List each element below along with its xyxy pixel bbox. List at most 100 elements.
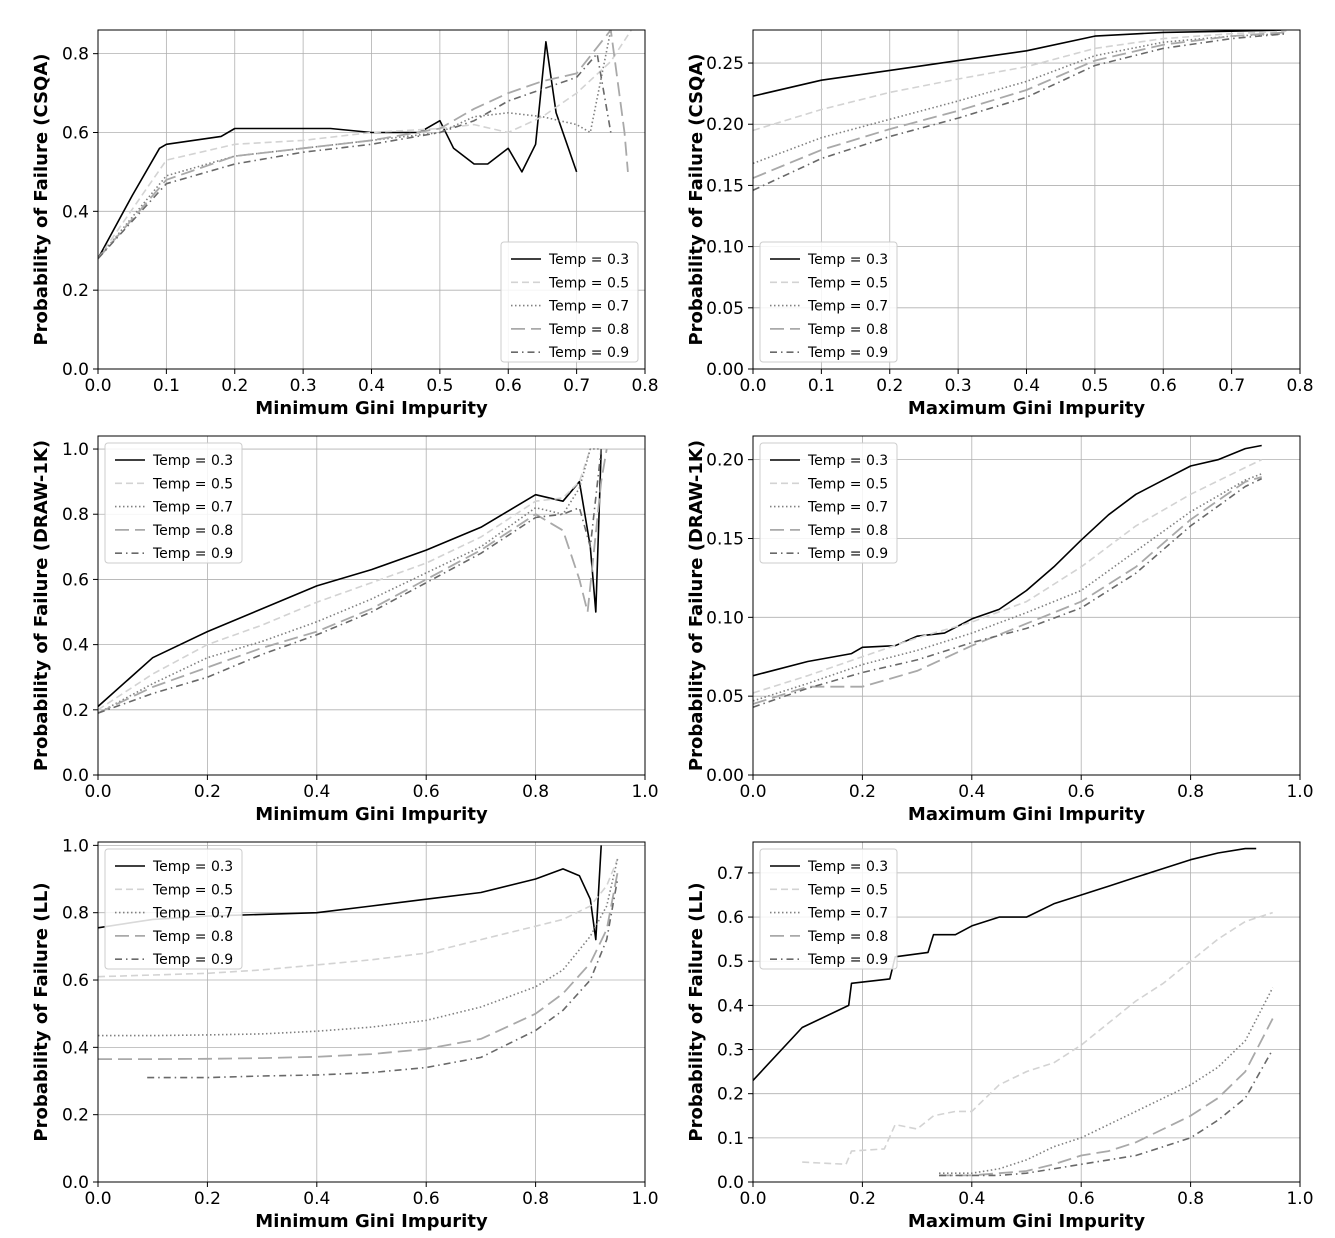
x-axis-label: Minimum Gini Impurity — [255, 1211, 488, 1232]
x-tick-label: 0.8 — [1286, 376, 1313, 396]
legend-entry-label: Temp = 0.5 — [807, 882, 888, 898]
series-line-temp-0.9 — [753, 477, 1263, 708]
y-tick-label: 0.2 — [62, 281, 89, 301]
y-tick-label: 1.0 — [62, 836, 89, 856]
x-tick-label: 0.6 — [1068, 782, 1095, 802]
chart-panel-6: 0.0 0.2 0.4 0.6 0.8 1.0 0.0 0.1 0.2 0.3 0.4 0.5 0.6 0… — [686, 841, 1314, 1232]
series-line-temp-0.7 — [98, 858, 619, 1037]
series-line-temp-0.5 — [753, 30, 1287, 132]
legend-entry-label: Temp = 0.7 — [807, 500, 888, 516]
series-line-temp-0.5 — [98, 858, 619, 978]
y-tick-label: 0.10 — [706, 608, 744, 628]
x-tick-label: 0.2 — [876, 376, 903, 396]
x-tick-label: 0.4 — [958, 1189, 985, 1209]
y-tick-label: 0.6 — [62, 123, 89, 143]
y-tick-label: 0.5 — [717, 952, 744, 972]
y-tick-label: 0.00 — [706, 360, 744, 380]
x-tick-label: 0.8 — [522, 1189, 549, 1209]
y-tick-label: 1.0 — [62, 440, 89, 460]
y-axis-label: Probability of Failure (CSQA) — [31, 53, 52, 345]
y-tick-label: 0.4 — [62, 202, 89, 222]
legend-entry-label: Temp = 0.3 — [807, 252, 888, 268]
legend-entry-label: Temp = 0.5 — [152, 476, 233, 492]
legend-entry-label: Temp = 0.9 — [152, 952, 233, 968]
chart-panel-5: 0.0 0.2 0.4 0.6 0.8 1.0 0.0 0.2 0.4 0.6 0.8 1.0 Mini… — [31, 836, 659, 1232]
series-line-temp-0.3 — [98, 448, 602, 708]
x-tick-label: 1.0 — [631, 782, 658, 802]
series-line-temp-0.8 — [753, 476, 1262, 705]
series-line-temp-0.9 — [753, 32, 1287, 192]
legend-entry-label: Temp = 0.3 — [807, 859, 888, 875]
y-tick-label: 0.1 — [717, 1129, 744, 1149]
legend-entry-label: Temp = 0.9 — [807, 952, 888, 968]
x-tick-label: 0.0 — [739, 376, 766, 396]
x-tick-label: 0.2 — [194, 782, 221, 802]
series-line-temp-0.8 — [753, 31, 1287, 179]
legend-entry-label: Temp = 0.8 — [152, 523, 233, 539]
x-tick-label: 0.4 — [358, 376, 385, 396]
y-tick-label: 0.2 — [62, 701, 89, 721]
y-axis-label: Probability of Failure (CSQA) — [686, 53, 707, 345]
x-tick-label: 0.0 — [84, 782, 111, 802]
series-line-temp-0.3 — [753, 847, 1257, 1081]
y-tick-label: 0.15 — [706, 176, 744, 196]
x-tick-label: 0.4 — [958, 782, 985, 802]
y-tick-label: 0.4 — [62, 1038, 89, 1058]
x-tick-label: 0.4 — [303, 1189, 330, 1209]
y-axis-label: Probability of Failure (DRAW-1K) — [31, 440, 52, 771]
x-tick-label: 0.7 — [563, 376, 590, 396]
plot-frame — [97, 841, 646, 1183]
legend: Temp = 0.3 Temp = 0.5 Temp = 0.7 Temp = 0.8… — [759, 442, 898, 564]
x-tick-label: 0.6 — [1068, 1189, 1095, 1209]
plot-frame — [97, 435, 646, 776]
x-tick-label: 0.0 — [84, 376, 111, 396]
series-group — [753, 30, 1287, 192]
series-line-temp-0.8 — [98, 872, 619, 1060]
legend-entry-label: Temp = 0.3 — [548, 252, 629, 268]
x-tick-label: 0.4 — [1013, 376, 1040, 396]
legend-box — [759, 241, 898, 363]
legend-box — [759, 442, 898, 564]
y-tick-label: 0.20 — [706, 115, 744, 135]
legend: Temp = 0.3 Temp = 0.5 Temp = 0.7 Temp = 0.8… — [500, 241, 639, 363]
x-tick-label: 0.1 — [153, 376, 180, 396]
series-line-temp-0.3 — [753, 30, 1287, 97]
series-group — [753, 847, 1274, 1177]
chart-panel-1: 0.0 0.1 0.2 0.3 0.4 0.5 0.6 0.7 0.8 0.0 0.2 0.4 0.6 0… — [31, 29, 659, 419]
x-tick-label: 1.0 — [631, 1189, 658, 1209]
legend-entry-label: Temp = 0.7 — [807, 906, 888, 922]
legend-entry-label: Temp = 0.9 — [807, 345, 888, 361]
x-tick-label: 0.8 — [631, 376, 658, 396]
y-tick-label: 0.8 — [62, 505, 89, 525]
x-tick-label: 0.1 — [808, 376, 835, 396]
legend-entry-label: Temp = 0.7 — [548, 299, 629, 315]
x-tick-label: 0.3 — [290, 376, 317, 396]
y-tick-label: 0.00 — [706, 766, 744, 786]
series-line-temp-0.8 — [939, 1018, 1274, 1177]
y-tick-label: 0.0 — [717, 1173, 744, 1193]
legend-entry-label: Temp = 0.3 — [152, 859, 233, 875]
x-tick-label: 0.0 — [739, 1189, 766, 1209]
series-line-temp-0.8 — [98, 448, 608, 714]
x-tick-label: 1.0 — [1286, 782, 1313, 802]
y-tick-label: 0.0 — [62, 360, 89, 380]
y-tick-label: 0.15 — [706, 529, 744, 549]
series-line-temp-0.7 — [98, 448, 602, 714]
series-group — [98, 448, 608, 714]
legend-entry-label: Temp = 0.5 — [807, 275, 888, 291]
y-tick-label: 0.8 — [62, 45, 89, 65]
y-tick-label: 0.6 — [62, 570, 89, 590]
x-axis-label: Minimum Gini Impurity — [255, 398, 488, 419]
legend-entry-label: Temp = 0.5 — [807, 476, 888, 492]
legend-box — [104, 442, 243, 564]
y-axis-label: Probability of Failure (LL) — [31, 882, 52, 1141]
series-line-temp-0.8 — [98, 30, 629, 260]
plot-frame — [752, 435, 1301, 776]
legend: Temp = 0.3 Temp = 0.5 Temp = 0.7 Temp = 0.8… — [759, 241, 898, 363]
x-tick-label: 0.6 — [1150, 376, 1177, 396]
x-tick-label: 0.2 — [221, 376, 248, 396]
series-group — [98, 30, 632, 260]
y-tick-label: 0.10 — [706, 238, 744, 258]
plot-frame — [97, 29, 646, 370]
legend: Temp = 0.3 Temp = 0.5 Temp = 0.7 Temp = 0.8… — [104, 848, 243, 970]
